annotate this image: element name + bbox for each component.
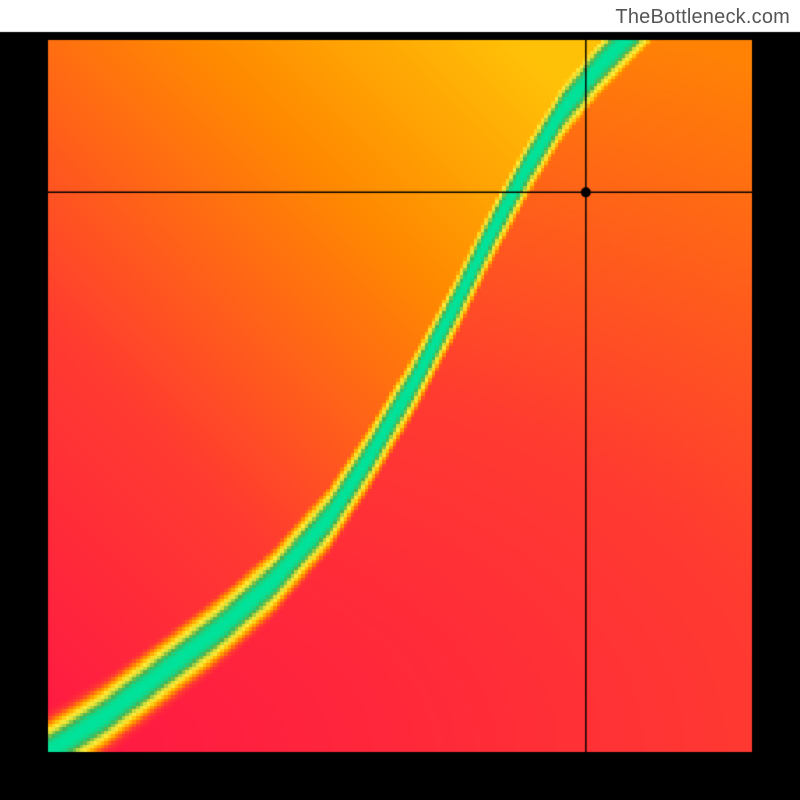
- watermark-text: TheBottleneck.com: [615, 6, 790, 29]
- chart-container: TheBottleneck.com: [0, 0, 800, 800]
- heatmap-canvas: [0, 0, 800, 800]
